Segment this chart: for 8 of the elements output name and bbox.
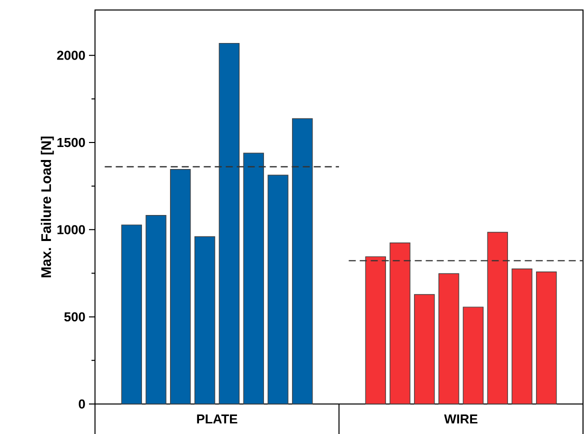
y-tick-label: 1000 — [57, 225, 85, 234]
y-tick-label: 500 — [64, 312, 85, 322]
x-tick-label: WIRE — [444, 414, 478, 424]
x-tick-label: PLATE — [197, 414, 238, 424]
y-tick-label: 0 — [78, 399, 85, 409]
y-tick-label: 2000 — [57, 50, 85, 60]
y-tick-label: 1500 — [57, 138, 85, 148]
y-axis-title: Max. Failure Load [N] — [40, 136, 54, 278]
